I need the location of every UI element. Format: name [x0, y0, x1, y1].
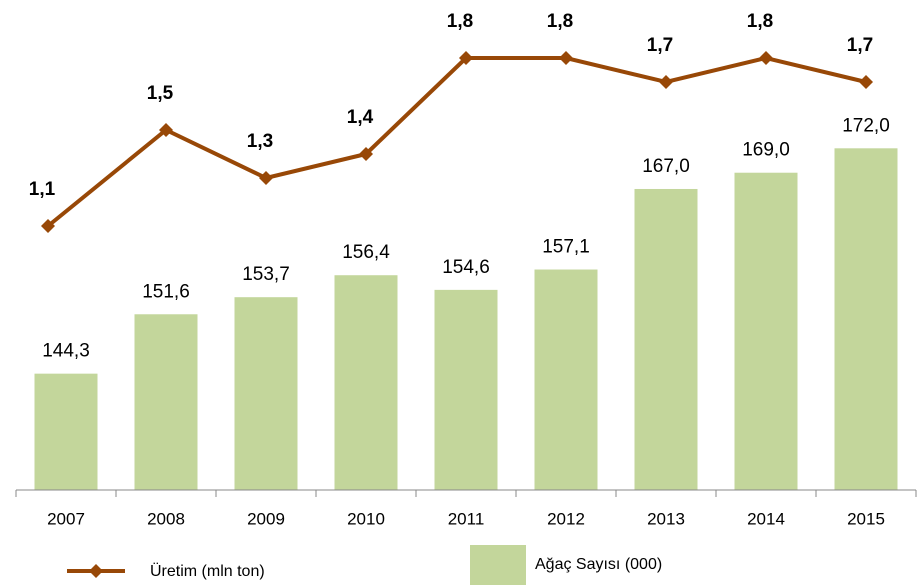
bar [434, 289, 498, 490]
line-marker [359, 147, 373, 161]
bar-value-label: 157,1 [542, 237, 590, 258]
x-tick-label: 2012 [547, 509, 585, 528]
x-tick-label: 2013 [647, 509, 685, 528]
bar [334, 275, 398, 490]
x-tick-label: 2014 [747, 509, 785, 528]
bar [634, 188, 698, 491]
x-tick-label: 2010 [347, 509, 385, 528]
x-tick-label: 2008 [147, 509, 185, 528]
x-tick-label: 2011 [448, 509, 485, 528]
line-value-label: 1,7 [647, 35, 673, 56]
line-marker [159, 123, 173, 137]
line-value-label: 1,8 [547, 11, 573, 32]
bar-value-label: 144,3 [42, 341, 90, 362]
line-marker [259, 171, 273, 185]
legend-label: Üretim (mln ton) [150, 562, 265, 580]
bar-value-label: 153,7 [242, 264, 290, 285]
line-marker [559, 51, 573, 65]
bar-value-label: 156,4 [342, 242, 390, 263]
line-value-label: 1,4 [347, 107, 374, 128]
bar [34, 373, 98, 490]
bar-value-label: 169,0 [742, 140, 790, 161]
legend-swatch [470, 545, 526, 585]
line-marker [459, 51, 473, 65]
bar [234, 297, 298, 490]
bar-value-label: 154,6 [442, 257, 490, 278]
x-tick-label: 2009 [247, 509, 285, 528]
line-marker [859, 75, 873, 89]
line-value-label: 1,8 [447, 11, 473, 32]
line-marker [41, 219, 55, 233]
x-tick-label: 2015 [847, 509, 885, 528]
line-value-label: 1,1 [29, 179, 56, 200]
line-marker [759, 51, 773, 65]
x-tick-label: 2007 [47, 509, 85, 528]
bar [534, 269, 598, 490]
legend-label: Ağaç Sayısı (000) [535, 556, 662, 573]
bar [734, 172, 798, 491]
line-value-label: 1,7 [847, 35, 873, 56]
bar [834, 148, 898, 490]
line-marker [89, 564, 103, 578]
line-value-label: 1,3 [247, 131, 273, 152]
bar-value-label: 151,6 [142, 281, 190, 302]
line-marker [659, 75, 673, 89]
bar [134, 314, 198, 490]
line-value-label: 1,5 [147, 83, 174, 104]
line-value-label: 1,8 [747, 11, 773, 32]
bar-value-label: 167,0 [642, 156, 690, 177]
bar-value-label: 172,0 [842, 115, 890, 136]
